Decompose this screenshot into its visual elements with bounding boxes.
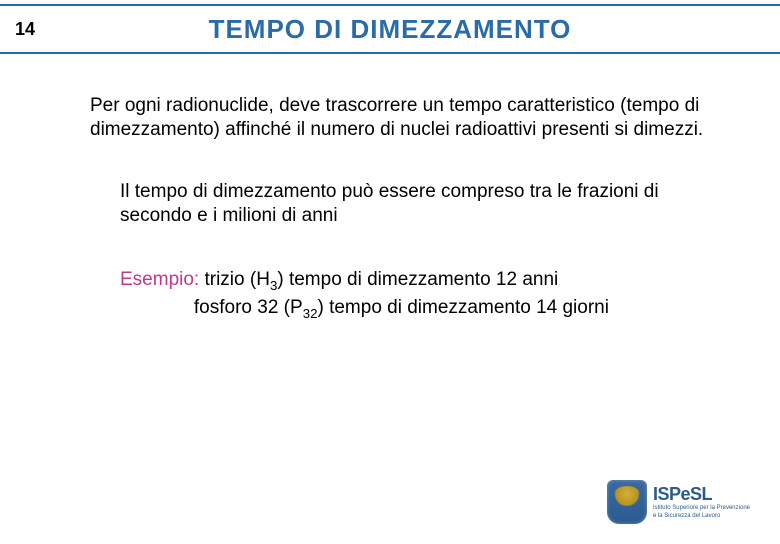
logo-badge-icon [607,480,647,524]
sub-p32: 32 [303,305,318,320]
example-text-2a: fosforo 32 (P [194,297,303,318]
example-text-1b: ) tempo di dimezzamento 12 anni [277,269,558,290]
logo-subtitle-2: e la Sicurezza del Lavoro [653,513,750,519]
paragraph-2: Il tempo di dimezzamento può essere comp… [120,180,720,229]
content: Per ogni radionuclide, deve trascorrere … [0,54,780,322]
header: 14 TEMPO DI DIMEZZAMENTO [0,4,780,54]
slide: 14 TEMPO DI DIMEZZAMENTO Per ogni radion… [0,4,780,544]
logo-brand: ISPeSL [653,485,750,503]
paragraph-example: Esempio: trizio (H3) tempo di dimezzamen… [120,267,720,322]
example-text-2b: ) tempo di dimezzamento 14 giorni [317,297,608,318]
page-number: 14 [0,19,50,40]
slide-title: TEMPO DI DIMEZZAMENTO [50,14,780,45]
example-label: Esempio: [120,269,199,290]
logo-subtitle-1: Istituto Superiore per la Prevenzione [653,505,750,511]
example-text-1a: trizio (H [199,269,270,290]
logo-text: ISPeSL Istituto Superiore per la Prevenz… [653,485,750,519]
logo: ISPeSL Istituto Superiore per la Prevenz… [607,480,750,524]
paragraph-1: Per ogni radionuclide, deve trascorrere … [90,94,720,142]
